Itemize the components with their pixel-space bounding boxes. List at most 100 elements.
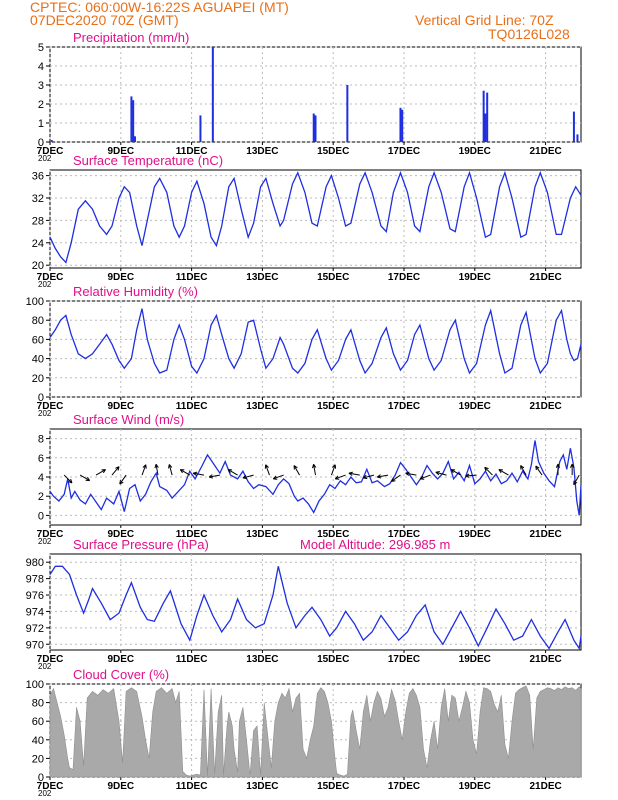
wind-ytick-label: 4 bbox=[38, 472, 44, 484]
wind-vector bbox=[95, 469, 106, 476]
rh-xtick-label: 15DEC bbox=[317, 401, 349, 412]
temp-xtick-label: 17DEC bbox=[388, 272, 420, 283]
cloud-ytick-label: 20 bbox=[32, 753, 44, 765]
wind-vector bbox=[111, 466, 120, 476]
temp-xtick-label: 9DEC bbox=[107, 272, 134, 283]
rh-year-label: 202 bbox=[38, 409, 52, 418]
wind-year-label: 202 bbox=[38, 537, 52, 546]
wind-xtick-label: 11DEC bbox=[176, 529, 208, 540]
temp-xtick-label: 15DEC bbox=[317, 272, 349, 283]
wind-vector bbox=[227, 469, 238, 476]
wind-xtick-label: 19DEC bbox=[459, 529, 491, 540]
wind-vector bbox=[391, 474, 401, 482]
rh-xtick-label: 17DEC bbox=[388, 401, 420, 412]
precip-ytick-label: 0 bbox=[38, 137, 44, 149]
rh-line bbox=[49, 308, 582, 375]
temp-panel: 20 24 28 32 36 7DEC 9DEC 11DEC 13DEC 15DEC 17DEC 19… bbox=[32, 153, 582, 289]
wind-vector bbox=[208, 474, 221, 479]
temp-title: Surface Temperature (nC) bbox=[73, 153, 223, 168]
rh-ytick-label: 0 bbox=[38, 392, 44, 404]
rh-xtick-label: 7DEC bbox=[37, 401, 64, 412]
precip-bar bbox=[50, 140, 53, 142]
cloud-xtick-label: 15DEC bbox=[317, 781, 349, 792]
pressure-ytick-label: 980 bbox=[26, 557, 44, 569]
wind-vector bbox=[419, 474, 431, 480]
pressure-panel: 970 972 974 976 978 980 7DEC 9DEC 11DEC 13DEC 15DE… bbox=[26, 537, 582, 671]
temp-xtick-label: 19DEC bbox=[459, 272, 491, 283]
rh-xtick-label: 19DEC bbox=[459, 401, 491, 412]
pressure-xtick-label: 17DEC bbox=[388, 654, 420, 665]
wind-vector bbox=[272, 474, 284, 480]
header-model-id: TQ0126L028 bbox=[488, 26, 570, 42]
pressure-ytick-label: 972 bbox=[26, 623, 44, 635]
cloud-ytick-label: 40 bbox=[32, 735, 44, 747]
precip-xtick-label: 11DEC bbox=[176, 146, 208, 157]
temp-line bbox=[49, 170, 582, 264]
wind-line bbox=[49, 440, 582, 516]
wind-vector bbox=[312, 463, 317, 476]
precip-xtick-label: 7DEC bbox=[37, 146, 64, 157]
pressure-xtick-label: 19DEC bbox=[459, 654, 491, 665]
precip-ytick-label: 1 bbox=[38, 118, 44, 130]
cloud-ytick-label: 60 bbox=[32, 716, 44, 728]
rh-frame bbox=[49, 300, 582, 398]
cloud-ytick-label: 80 bbox=[32, 698, 44, 710]
temp-ytick-label: 24 bbox=[32, 238, 44, 250]
header-run-time: 07DEC2020 70Z (GMT) bbox=[30, 12, 179, 28]
wind-ytick-label: 6 bbox=[38, 453, 44, 465]
wind-xtick-label: 13DEC bbox=[246, 529, 278, 540]
wind-panel: 0 2 4 6 8 7DEC 9DEC 11DEC 13DEC 15DEC 17DEC 19DEC 21… bbox=[37, 412, 582, 546]
cloud-xtick-label: 11DEC bbox=[176, 781, 208, 792]
cloud-ytick-label: 100 bbox=[26, 679, 44, 691]
precip-bar bbox=[133, 136, 136, 142]
wind-vector bbox=[119, 474, 127, 485]
pressure-xtick-label: 7DEC bbox=[37, 654, 64, 665]
precip-xtick-label: 21DEC bbox=[529, 146, 561, 157]
wind-vector bbox=[520, 465, 527, 476]
wind-vector bbox=[179, 469, 191, 476]
wind-vector bbox=[362, 474, 375, 480]
precip-ytick-label: 5 bbox=[38, 42, 44, 54]
wind-vector bbox=[168, 464, 173, 476]
precip-xtick-label: 15DEC bbox=[317, 146, 349, 157]
pressure-ytick-label: 976 bbox=[26, 590, 44, 602]
precip-year-label: 202 bbox=[38, 154, 52, 163]
temp-year-label: 202 bbox=[38, 280, 52, 289]
wind-vector bbox=[569, 463, 575, 476]
header-grid-note: Vertical Grid Line: 70Z bbox=[415, 12, 554, 28]
wind-vector bbox=[555, 463, 561, 476]
precip-ytick-label: 2 bbox=[38, 99, 44, 111]
pressure-year-label: 202 bbox=[38, 662, 52, 671]
wind-vector bbox=[141, 464, 147, 476]
wind-vector bbox=[242, 474, 254, 480]
cloud-xtick-label: 9DEC bbox=[107, 781, 134, 792]
wind-ytick-label: 0 bbox=[38, 510, 44, 522]
rh-ytick-label: 40 bbox=[32, 354, 44, 366]
pressure-annotation: Model Altitude: 296.985 m bbox=[300, 537, 450, 552]
header-station: CPTEC: 060:00W-16:22S AGUAPEI (MT) bbox=[30, 0, 289, 15]
wind-vector bbox=[450, 469, 461, 476]
precip-bar bbox=[130, 96, 133, 142]
cloud-cover-area bbox=[49, 685, 582, 778]
wind-vector bbox=[484, 466, 493, 476]
rh-ytick-label: 60 bbox=[32, 334, 44, 346]
precip-bar bbox=[346, 85, 349, 142]
wind-vector bbox=[63, 474, 73, 484]
temp-ytick-label: 28 bbox=[32, 215, 44, 227]
wind-title: Surface Wind (m/s) bbox=[73, 412, 184, 427]
cloud-title: Cloud Cover (%) bbox=[73, 667, 169, 682]
rh-ytick-label: 20 bbox=[32, 373, 44, 385]
temp-ytick-label: 36 bbox=[32, 171, 44, 183]
precip-bar bbox=[314, 115, 317, 142]
wind-vector bbox=[192, 471, 205, 476]
precip-bar bbox=[576, 134, 579, 142]
rh-xtick-label: 9DEC bbox=[107, 401, 134, 412]
wind-vector bbox=[348, 471, 360, 476]
rh-panel: 0 20 40 60 80 100 7DEC 9DEC 11DEC 13DEC 15DEC 17DEC… bbox=[26, 284, 582, 418]
precip-ytick-label: 3 bbox=[38, 80, 44, 92]
precip-xtick-label: 13DEC bbox=[246, 146, 278, 157]
pressure-xtick-label: 13DEC bbox=[246, 654, 278, 665]
precip-bar bbox=[312, 113, 315, 142]
precip-xtick-label: 17DEC bbox=[388, 146, 420, 157]
